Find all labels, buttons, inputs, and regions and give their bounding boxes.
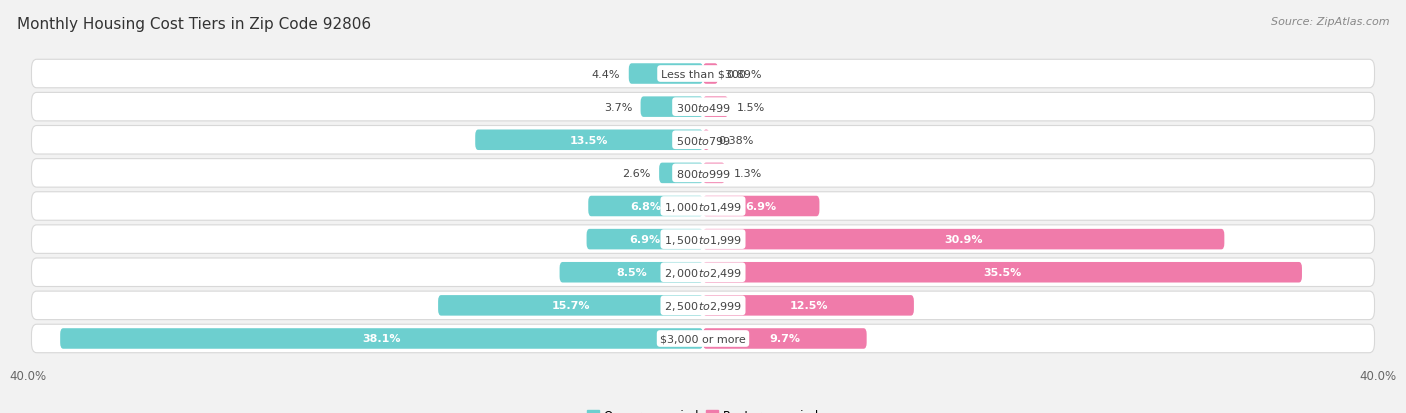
FancyBboxPatch shape <box>703 328 866 349</box>
FancyBboxPatch shape <box>31 192 1375 221</box>
FancyBboxPatch shape <box>31 60 1375 88</box>
FancyBboxPatch shape <box>31 259 1375 287</box>
Text: 38.1%: 38.1% <box>363 334 401 344</box>
FancyBboxPatch shape <box>560 262 703 283</box>
FancyBboxPatch shape <box>588 196 703 217</box>
FancyBboxPatch shape <box>31 225 1375 254</box>
Text: 9.7%: 9.7% <box>769 334 800 344</box>
Text: Monthly Housing Cost Tiers in Zip Code 92806: Monthly Housing Cost Tiers in Zip Code 9… <box>17 17 371 31</box>
Text: $2,500 to $2,999: $2,500 to $2,999 <box>664 299 742 312</box>
FancyBboxPatch shape <box>703 64 718 85</box>
FancyBboxPatch shape <box>475 130 703 151</box>
Text: 1.3%: 1.3% <box>734 169 762 178</box>
FancyBboxPatch shape <box>703 262 1302 283</box>
FancyBboxPatch shape <box>703 295 914 316</box>
FancyBboxPatch shape <box>31 292 1375 320</box>
Text: Less than $300: Less than $300 <box>661 69 745 79</box>
FancyBboxPatch shape <box>641 97 703 118</box>
Text: $500 to $799: $500 to $799 <box>675 135 731 146</box>
Text: 8.5%: 8.5% <box>616 268 647 278</box>
Text: 30.9%: 30.9% <box>945 235 983 244</box>
FancyBboxPatch shape <box>703 196 820 217</box>
Text: 6.9%: 6.9% <box>630 235 661 244</box>
Text: 3.7%: 3.7% <box>603 102 633 112</box>
Legend: Owner-occupied, Renter-occupied: Owner-occupied, Renter-occupied <box>582 404 824 413</box>
Text: 2.6%: 2.6% <box>623 169 651 178</box>
Text: 12.5%: 12.5% <box>789 301 828 311</box>
FancyBboxPatch shape <box>31 159 1375 188</box>
FancyBboxPatch shape <box>703 130 710 151</box>
FancyBboxPatch shape <box>586 229 703 250</box>
FancyBboxPatch shape <box>31 325 1375 353</box>
FancyBboxPatch shape <box>31 126 1375 154</box>
FancyBboxPatch shape <box>703 163 725 184</box>
Text: 35.5%: 35.5% <box>983 268 1022 278</box>
FancyBboxPatch shape <box>60 328 703 349</box>
FancyBboxPatch shape <box>31 93 1375 121</box>
Text: 1.5%: 1.5% <box>737 102 765 112</box>
Text: $300 to $499: $300 to $499 <box>675 102 731 113</box>
Text: 6.8%: 6.8% <box>630 202 661 211</box>
Text: $3,000 or more: $3,000 or more <box>661 334 745 344</box>
Text: $2,000 to $2,499: $2,000 to $2,499 <box>664 266 742 279</box>
FancyBboxPatch shape <box>628 64 703 85</box>
Text: 0.38%: 0.38% <box>718 135 754 145</box>
Text: 6.9%: 6.9% <box>745 202 776 211</box>
Text: 15.7%: 15.7% <box>551 301 589 311</box>
Text: $800 to $999: $800 to $999 <box>675 168 731 179</box>
FancyBboxPatch shape <box>659 163 703 184</box>
Text: Source: ZipAtlas.com: Source: ZipAtlas.com <box>1271 17 1389 26</box>
FancyBboxPatch shape <box>439 295 703 316</box>
Text: $1,500 to $1,999: $1,500 to $1,999 <box>664 233 742 246</box>
Text: 4.4%: 4.4% <box>592 69 620 79</box>
FancyBboxPatch shape <box>703 229 1225 250</box>
FancyBboxPatch shape <box>703 97 728 118</box>
Text: 13.5%: 13.5% <box>569 135 609 145</box>
Text: 0.89%: 0.89% <box>727 69 762 79</box>
Text: $1,000 to $1,499: $1,000 to $1,499 <box>664 200 742 213</box>
